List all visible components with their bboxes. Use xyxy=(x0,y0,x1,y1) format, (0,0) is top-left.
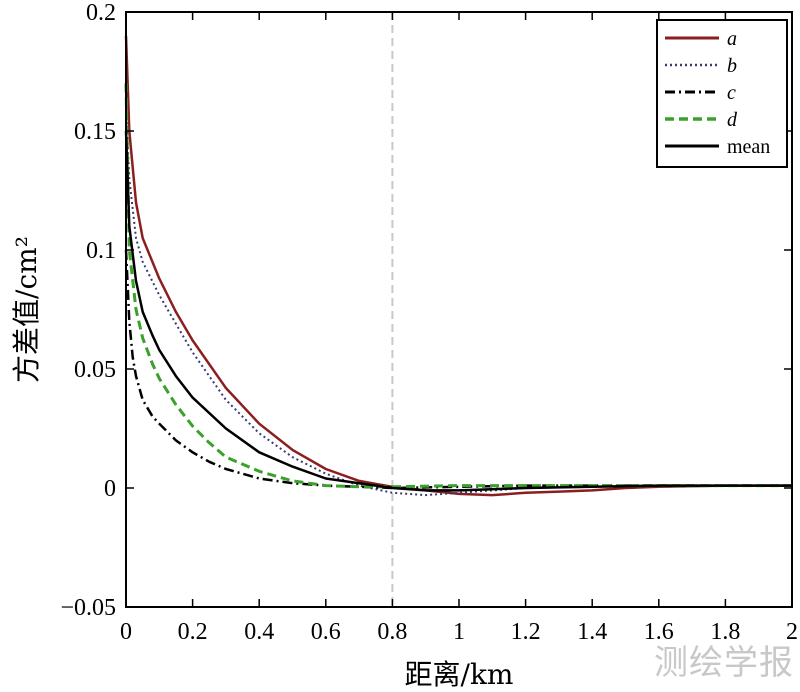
series-line-d xyxy=(124,83,792,489)
series-line-mean xyxy=(124,130,792,492)
y-tick-label: −0.05 xyxy=(60,595,116,621)
x-tick-label: 0 xyxy=(120,619,132,645)
x-tick-label: 1.2 xyxy=(511,619,541,645)
legend-label-d: d xyxy=(727,109,738,131)
x-tick-label: 1.6 xyxy=(644,619,674,645)
legend-box xyxy=(656,19,788,168)
tick-layer: 0 0.2 0.4 0.6 0.8 1 1.2 1.4 1.6 1.8 2−0.0500.050.1… xyxy=(60,0,798,645)
watermark: 测绘学报 xyxy=(654,643,794,683)
y-tick-label: 0.1 xyxy=(86,238,116,264)
series-layer xyxy=(124,35,792,497)
y-tick-label: 0.05 xyxy=(74,357,116,383)
x-tick-label: 0.4 xyxy=(244,619,274,645)
x-tick-label: 0.8 xyxy=(377,619,407,645)
legend-label-mean: mean xyxy=(727,136,770,158)
series-line-a xyxy=(124,35,792,497)
series-line-c xyxy=(124,249,792,490)
x-tick-label: 0.6 xyxy=(311,619,341,645)
x-axis-title: 距离/km xyxy=(405,658,514,691)
x-tick-label: 1.8 xyxy=(710,619,740,645)
x-tick-label: 0.2 xyxy=(178,619,208,645)
x-tick-label: 1.4 xyxy=(577,619,607,645)
x-tick-label: 1 xyxy=(453,619,465,645)
y-tick-label: 0.15 xyxy=(74,119,116,145)
legend-label-b: b xyxy=(727,55,737,77)
legend-label-c: c xyxy=(727,82,736,104)
legend-label-a: a xyxy=(727,28,737,50)
y-axis-title: 方差值/cm² xyxy=(10,236,43,383)
x-tick-label: 2 xyxy=(786,619,798,645)
y-tick-label: 0.2 xyxy=(86,0,116,26)
y-tick-label: 0 xyxy=(104,476,116,502)
